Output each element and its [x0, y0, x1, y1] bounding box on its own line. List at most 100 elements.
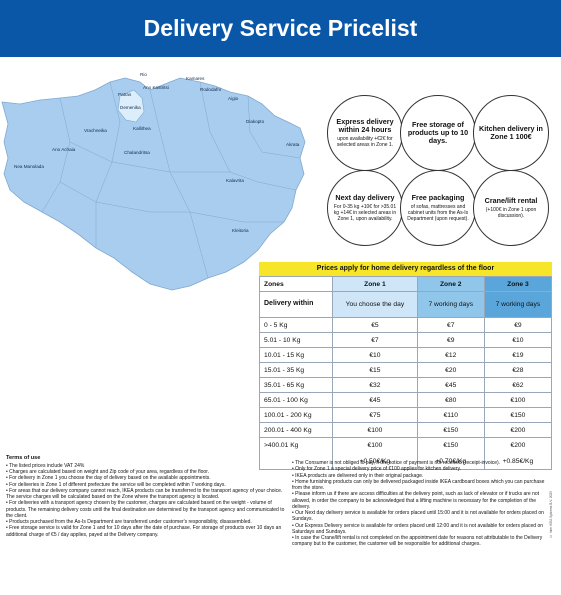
row-price-zone-1: €7 — [332, 332, 418, 348]
row-price-zone-1: €32 — [332, 377, 418, 393]
row-price-zone-2: €20 — [416, 362, 485, 378]
row-price-zone-2: €80 — [416, 392, 485, 408]
terms-title: Terms of use — [6, 455, 41, 461]
delivery-zone-1: You choose the day — [332, 291, 418, 318]
terms-right-list: • The Consumer is not obliged to pay, if… — [292, 460, 547, 548]
terms-item: • For delivery in Zone 1 you choose the … — [6, 475, 211, 482]
crane-lift-title: Crane/lift rental — [484, 195, 538, 205]
page-title: Delivery Service Pricelist — [143, 15, 418, 41]
map-svg: Rio Kamares Ano Kastritsi Patras Rododaf… — [1, 72, 306, 291]
free-storage-circle: Free storage of products up to 10 days. — [400, 95, 476, 171]
row-weight: 200.01 - 400 Kg — [258, 422, 334, 438]
table-header-row: Zones Zone 1 Zone 2 Zone 3 — [258, 276, 553, 292]
table-row-over-400: >400.01 Kg €100 €150 €200 — [258, 437, 553, 454]
map-zone1 — [117, 89, 145, 123]
row-price-zone-2: €110 — [416, 407, 485, 423]
delivery-within-label: Delivery within — [258, 291, 334, 318]
row-price-zone-1: €45 — [332, 392, 418, 408]
row-weight: 15.01 - 35 Kg — [258, 362, 334, 378]
header-zone-3: Zone 3 — [483, 276, 553, 292]
row-price-zone-3: €9 — [483, 317, 553, 333]
table-row: 35.01 - 65 Kg €32 €45 €62 — [258, 377, 553, 393]
row-price-zone-3: €150 — [483, 407, 553, 423]
map-label-aigio: Aigio — [228, 96, 239, 101]
row-price-zone-3: €28 — [483, 362, 553, 378]
row-weight: 65.01 - 100 Kg — [258, 392, 334, 408]
terms-item: • The listed prices include VAT 24% — [6, 462, 85, 469]
table-row-extra: +0.50€/Kg +0.70€/Kg +0.85€/Kg — [258, 453, 553, 470]
map-land — [1, 77, 306, 291]
row-price-zone-1: €10 — [332, 347, 418, 363]
delivery-zone-2: 7 working days — [416, 291, 485, 318]
next-day-delivery-title: Next day delivery — [335, 192, 395, 202]
table-row: 100.01 - 200 Kg €75 €110 €150 — [258, 407, 553, 423]
table-row: 10.01 - 15 Kg €10 €12 €19 — [258, 347, 553, 363]
map-label-rododafni: Rododafni — [200, 87, 221, 92]
row-price-zone-2: €150 — [416, 437, 485, 454]
terms-item: • IKEA products are delivered only in th… — [292, 472, 424, 479]
header-zone-1: Zone 1 — [332, 276, 418, 292]
map-label-rio: Rio — [140, 72, 147, 77]
row-price-zone-1: €75 — [332, 407, 418, 423]
row-weight: >400.01 Kg — [258, 437, 334, 454]
map-label-ano-achaia: Ano Achaia — [52, 147, 76, 152]
row-price-zone-2: €9 — [416, 332, 485, 348]
terms-item: • For deliveries with a transport agency… — [6, 500, 285, 519]
terms-item: • For areas that our delivery company ca… — [6, 487, 283, 501]
terms-right: • The Consumer is not obliged to pay, if… — [292, 460, 547, 548]
row-price-zone-1: €5 — [332, 317, 418, 333]
row-price-zone-3: €200 — [483, 422, 553, 438]
terms-item: • Charges are calculated based on weight… — [6, 469, 209, 476]
row-weight: 0 - 5 Kg — [258, 317, 334, 333]
map-label-kalavrita: Kalavrita — [226, 178, 244, 183]
terms-item: • Our Next day delivery service is avail… — [292, 510, 544, 523]
express-delivery-title: Express delivery within 24 hours — [336, 116, 394, 134]
kitchen-delivery-title: Kitchen delivery in Zone 1 100€ — [479, 123, 543, 141]
row-weight: 35.01 - 65 Kg — [258, 377, 334, 393]
row-weight: 10.01 - 15 Kg — [258, 347, 334, 363]
terms-item: • In case the Crane/lift rental is not c… — [292, 535, 543, 548]
express-delivery-sub: upon availability +€2€ for selected area… — [336, 136, 394, 149]
row-weight: 100.01 - 200 Kg — [258, 407, 334, 423]
row-price-zone-2: €7 — [416, 317, 485, 333]
terms-item: • Our Express Delivery service is availa… — [292, 522, 544, 535]
express-delivery-circle: Express delivery within 24 hours upon av… — [327, 95, 403, 171]
map-label-diakopto: Diakopto — [246, 119, 265, 124]
vertical-note: © Inter IKEA Systems B.V. 2025 — [549, 491, 553, 539]
delivery-zone-3: 7 working days — [483, 291, 553, 318]
free-packaging-sub: of sofas, mattresses and cabinet units f… — [407, 204, 469, 223]
next-day-delivery-sub: For 0-35 kg +10€ for >35.01 kg +14€ in s… — [333, 204, 397, 223]
row-price-zone-2: €12 — [416, 347, 485, 363]
delivery-map: Rio Kamares Ano Kastritsi Patras Rododaf… — [0, 62, 320, 302]
map-label-nea-manolada: Nea Manolada — [14, 164, 44, 169]
price-table-block: Prices apply for home delivery regardles… — [258, 262, 553, 470]
row-price-zone-2: €150 — [416, 422, 485, 438]
terms-item: • For deliveries in Zone 1 of different … — [6, 481, 226, 488]
free-storage-title: Free storage of products up to 10 days. — [407, 119, 469, 146]
terms-item: • Please inform us if there are access d… — [292, 491, 540, 510]
map-label-kleitoria: Kleitoria — [232, 228, 249, 233]
row-price-zone-3: €19 — [483, 347, 553, 363]
free-packaging-title: Free packaging — [411, 192, 465, 202]
price-table-title: Prices apply for home delivery regardles… — [259, 262, 552, 276]
row-price-zone-3: €200 — [483, 437, 553, 454]
map-label-ano-kastritsi: Ano Kastritsi — [143, 85, 169, 90]
row-price-zone-3: €10 — [483, 332, 553, 348]
row-extra-label — [258, 453, 334, 470]
table-row: 200.01 - 400 Kg €100 €150 €200 — [258, 422, 553, 438]
terms-item: • Products purchased from the As-Is Depa… — [6, 519, 252, 526]
map-label-kamares: Kamares — [186, 76, 205, 81]
table-row: 15.01 - 35 Kg €15 €20 €28 — [258, 362, 553, 378]
table-row: 5.01 - 10 Kg €7 €9 €10 — [258, 332, 553, 348]
map-label-vrachneika: Vrachneika — [84, 128, 107, 133]
table-row: 65.01 - 100 Kg €45 €80 €100 — [258, 392, 553, 408]
row-price-zone-3: €62 — [483, 377, 553, 393]
map-label-demenika: Demenika — [120, 105, 141, 110]
row-price-zone-1: €100 — [332, 437, 418, 454]
terms-left-list: • The listed prices include VAT 24% • Cha… — [6, 463, 288, 538]
free-packaging-circle: Free packaging of sofas, mattresses and … — [400, 170, 476, 246]
header-zones: Zones — [258, 276, 334, 292]
map-label-chalandritsa: Chalandritsa — [124, 150, 150, 155]
terms-item: • Free storage service is valid for Zone… — [6, 525, 282, 538]
crane-lift-sub: (+100€ in Zone 1 upon discussion). — [485, 207, 537, 220]
